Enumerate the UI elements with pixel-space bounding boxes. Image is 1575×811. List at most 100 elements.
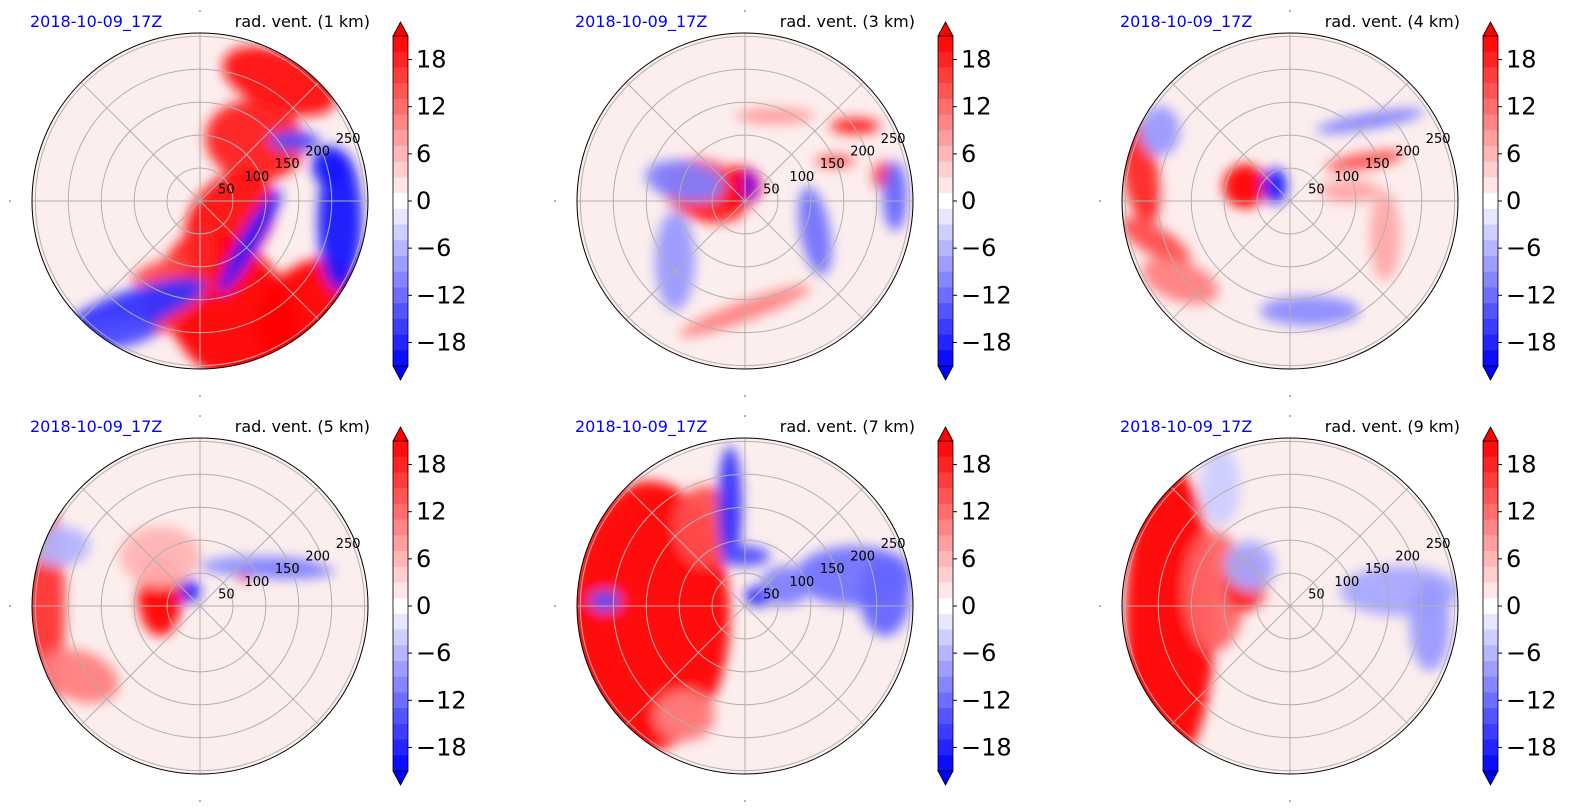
colorbar-segment [1483, 661, 1498, 678]
ring-label: 50 [218, 587, 235, 602]
ring-label: 200 [305, 145, 330, 160]
colorbar-segment [393, 755, 408, 772]
panel-1: 50 100 150 200 250 18 12 6 0 −6 −12 −18 2018-10-09_1… [5, 6, 525, 406]
grid-spoke [744, 200, 865, 321]
positive-field-region [830, 118, 880, 134]
colorbar-segment [393, 130, 408, 147]
colorbar-segment [1483, 36, 1498, 53]
date-label: 2018-10-09_17Z [30, 12, 163, 31]
colorbar-segment [938, 676, 953, 693]
panel-title: rad. vent. (4 km) [1324, 12, 1460, 31]
axis-tick-dot [199, 800, 201, 802]
colorbar-tick-label: 6 [1506, 545, 1521, 573]
axis-tick-dot [744, 415, 746, 417]
colorbar-segment [1483, 51, 1498, 68]
colorbar: 18 12 6 0 −6 −12 −18 [392, 21, 467, 381]
date-label: 2018-10-09_17Z [30, 417, 163, 436]
colorbar-tick-label: −12 [416, 686, 467, 714]
ring-label: 250 [881, 132, 906, 147]
colorbar-segment [393, 551, 408, 568]
colorbar-segment [1483, 519, 1498, 536]
colorbar-segment [938, 441, 953, 458]
positive-field-region [120, 526, 200, 586]
colorbar-tick-label: 6 [1506, 140, 1521, 168]
grid-spoke [1170, 486, 1291, 607]
negative-field-region [1260, 296, 1360, 326]
colorbar-segment [393, 318, 408, 336]
colorbar-segment [938, 177, 953, 194]
colorbar-segment [938, 130, 953, 147]
polar-plot-svg: 50 100 150 200 250 18 12 6 0 −6 −12 −18 [554, 415, 1012, 802]
ring-label: 200 [305, 550, 330, 565]
colorbar-extend-min [937, 770, 954, 786]
colorbar-segment [393, 114, 408, 131]
colorbar-segment [1483, 161, 1498, 178]
colorbar-segment [1483, 613, 1498, 631]
colorbar-segment [938, 629, 953, 646]
colorbar-segment [393, 708, 408, 725]
negative-field-region [798, 186, 832, 276]
colorbar-segment [393, 661, 408, 678]
grid-spoke [80, 486, 201, 607]
colorbar-segment [393, 566, 408, 583]
colorbar-segment [938, 98, 953, 116]
colorbar-segment [938, 271, 953, 288]
colorbar-tick-label: −12 [1506, 686, 1557, 714]
colorbar-tick-label: −18 [961, 328, 1012, 356]
colorbar-tick-label: −6 [416, 639, 451, 667]
axis-tick-dot [1289, 415, 1291, 417]
ring-label: 50 [763, 182, 780, 197]
colorbar-segment [1483, 503, 1498, 521]
colorbar-segment [938, 83, 953, 100]
negative-field-region [180, 579, 200, 603]
ring-label: 100 [789, 575, 814, 590]
axis-tick-dot [1289, 395, 1291, 397]
negative-field-region [32, 526, 90, 566]
colorbar-segment [1483, 224, 1498, 241]
ring-label: 50 [1308, 182, 1325, 197]
colorbar-segment [1483, 676, 1498, 693]
ring-label: 150 [1365, 562, 1390, 577]
colorbar-segment [1483, 551, 1498, 568]
colorbar-extend-max [392, 21, 409, 37]
colorbar-tick-label: −18 [1506, 733, 1557, 761]
colorbar-tick-label: 18 [961, 46, 992, 74]
colorbar-tick-label: 18 [416, 46, 447, 74]
date-label: 2018-10-09_17Z [1120, 12, 1253, 31]
colorbar-segment [393, 582, 408, 599]
colorbar-tick-label: 6 [416, 545, 431, 573]
colorbar-segment [1483, 271, 1498, 288]
grid-spoke [1289, 605, 1410, 726]
colorbar-segment [938, 519, 953, 536]
grid-spoke [199, 605, 320, 726]
panel-3: 50 100 150 200 250 18 12 6 0 −6 −12 −18 2018-10-09_1… [1095, 6, 1575, 406]
axis-tick-dot [1289, 10, 1291, 12]
colorbar-segment [393, 51, 408, 68]
ring-label: 150 [275, 157, 300, 172]
ring-label: 250 [881, 537, 906, 552]
polar-grid [1122, 438, 1458, 774]
ring-label: 150 [1365, 157, 1390, 172]
axis-tick-dot [9, 200, 11, 202]
colorbar-segment [393, 723, 408, 741]
colorbar-tick-label: 0 [416, 187, 431, 215]
colorbar-extend-min [392, 770, 409, 786]
ring-label: 200 [850, 550, 875, 565]
colorbar-segment [938, 208, 953, 226]
colorbar-tick-label: −12 [1506, 281, 1557, 309]
ring-label: 50 [218, 182, 235, 197]
colorbar-tick-label: −6 [416, 234, 451, 262]
polar-plot-svg: 50 100 150 200 250 18 12 6 0 −6 −12 −18 [1099, 415, 1557, 802]
colorbar-segment [393, 224, 408, 241]
grid-spoke [1289, 200, 1410, 321]
polar-plot-svg: 50 100 150 200 250 18 12 6 0 −6 −12 −18 [1099, 10, 1557, 397]
axis-tick-dot [744, 800, 746, 802]
grid-spoke [80, 81, 201, 202]
colorbar-segment [1483, 67, 1498, 84]
colorbar-segment [938, 613, 953, 631]
colorbar: 18 12 6 0 −6 −12 −18 [937, 21, 1012, 381]
colorbar-tick-label: 12 [416, 498, 447, 526]
axis-tick-dot [744, 395, 746, 397]
colorbar-tick-label: 18 [1506, 46, 1537, 74]
panel-6: 50 100 150 200 250 18 12 6 0 −6 −12 −18 2018-10-09_1… [1095, 411, 1575, 811]
